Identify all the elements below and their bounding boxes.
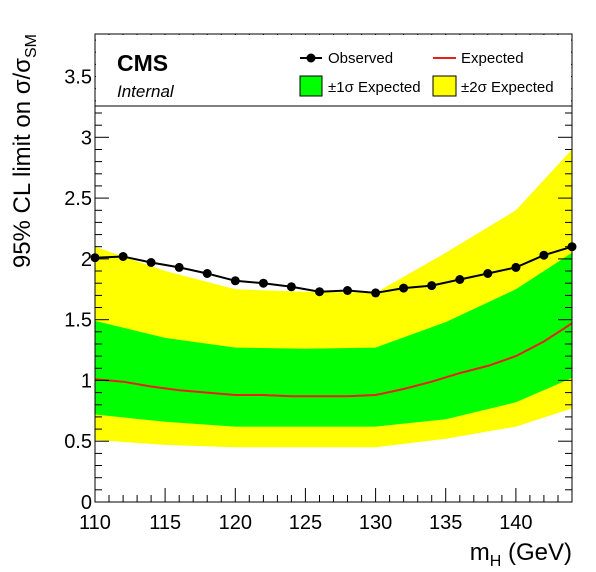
observed-point (119, 252, 128, 261)
observed-point (427, 281, 436, 290)
x-axis-title-sub: H (490, 553, 502, 570)
observed-point (259, 279, 268, 288)
observed-point (399, 284, 408, 293)
observed-point (203, 269, 212, 278)
x-tick-label: 140 (499, 512, 532, 534)
legend-band2-swatch (433, 76, 456, 96)
observed-point (483, 269, 492, 278)
observed-point (511, 263, 520, 272)
experiment-label: CMS (117, 50, 168, 76)
x-tick-label: 115 (149, 512, 181, 534)
y-tick-label: 1 (81, 370, 92, 392)
observed-point (175, 263, 184, 272)
observed-point (455, 275, 464, 284)
legend-band1-label: ±1σ Expected (328, 79, 421, 96)
y-tick-label: 2.5 (64, 188, 92, 210)
y-tick-label: 1.5 (64, 310, 92, 332)
y-tick-label: 3.5 (64, 67, 92, 89)
observed-point (147, 258, 156, 267)
observed-point (539, 251, 548, 260)
observed-point (343, 286, 352, 295)
x-axis-title-main: m (470, 539, 490, 566)
x-tick-label: 120 (219, 512, 252, 534)
x-tick-label: 125 (289, 512, 322, 534)
y-tick-label: 0.5 (64, 431, 92, 453)
y-tick-label: 2 (81, 249, 92, 271)
y-tick-label: 0 (81, 492, 92, 514)
status-label: Internal (117, 82, 175, 101)
x-tick-label: 110 (79, 512, 111, 534)
observed-point (315, 287, 324, 296)
x-tick-label: 135 (429, 512, 462, 534)
legend-observed-marker (307, 54, 316, 63)
legend-expected-label: Expected (461, 50, 524, 67)
x-tick-label: 130 (359, 512, 392, 534)
y-axis-title-sub: SM (23, 34, 40, 58)
x-axis-title: mH (GeV) (470, 539, 572, 570)
y-tick-label: 3 (81, 127, 92, 149)
x-axis-title-units: (GeV) (501, 539, 572, 566)
observed-point (287, 282, 296, 291)
legend-observed-label: Observed (328, 50, 393, 67)
legend-band2-label: ±2σ Expected (461, 79, 554, 96)
legend-band1-swatch (300, 76, 322, 96)
y-axis-title-main: 95% CL limit on σ/σ (9, 58, 36, 268)
y-axis-title: 95% CL limit on σ/σSM (9, 34, 40, 268)
observed-point (371, 288, 380, 297)
observed-point (231, 276, 240, 285)
